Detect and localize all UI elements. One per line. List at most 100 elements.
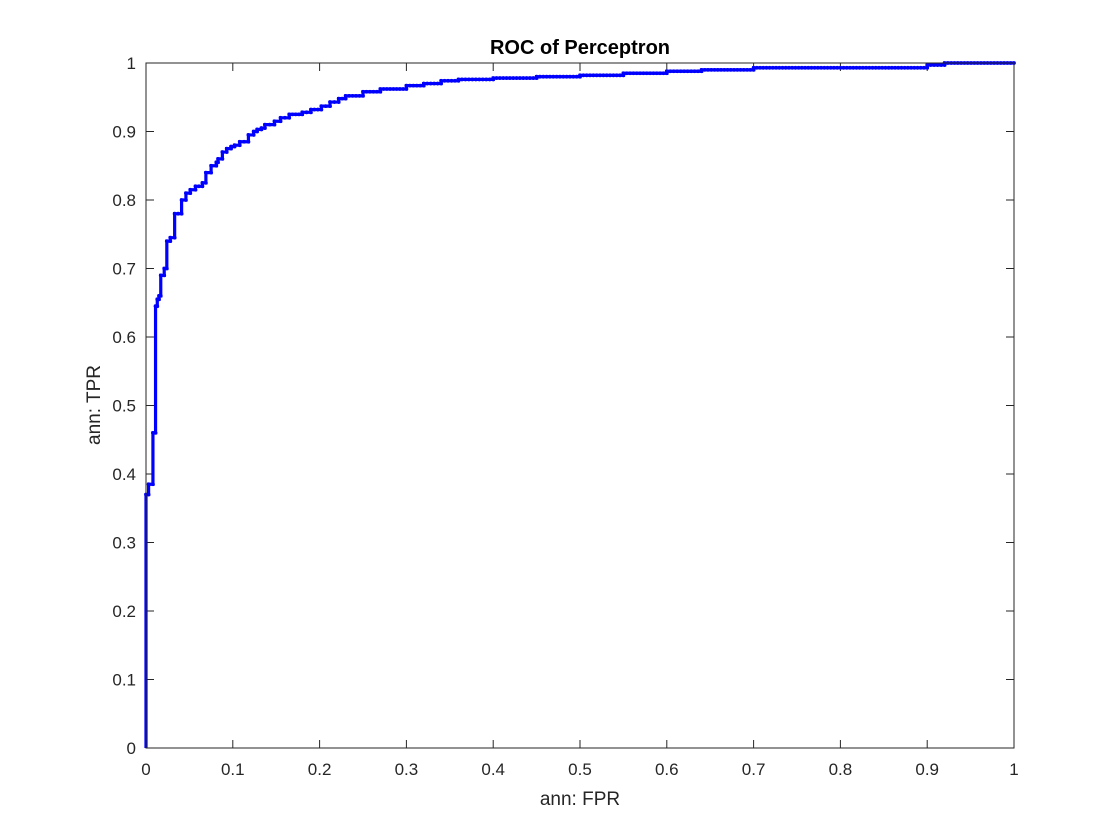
roc-point: [851, 65, 856, 70]
roc-point: [932, 63, 937, 67]
roc-point: [336, 100, 341, 104]
roc-point: [397, 87, 402, 91]
roc-point: [521, 76, 526, 80]
roc-point: [877, 65, 881, 70]
roc-point: [594, 73, 599, 78]
roc-point: [511, 76, 516, 80]
roc-point: [841, 65, 846, 70]
roc-point: [854, 65, 859, 70]
roc-point: [449, 78, 454, 83]
roc-point: [232, 143, 237, 148]
roc-point: [574, 74, 579, 79]
roc-point: [838, 65, 843, 70]
y-tick-label: 0: [127, 739, 136, 758]
roc-point: [719, 67, 723, 72]
roc-point: [548, 74, 552, 79]
x-tick-label: 0.7: [742, 760, 766, 779]
x-tick-label: 0.3: [395, 760, 419, 779]
roc-point: [518, 76, 522, 80]
roc-point: [783, 65, 788, 70]
y-tick-label: 0.6: [112, 328, 136, 347]
roc-point: [442, 78, 447, 83]
roc-point: [571, 74, 576, 79]
roc-point: [328, 100, 332, 104]
roc-point: [237, 143, 242, 148]
roc-point: [581, 73, 586, 78]
roc-point: [728, 67, 733, 72]
roc-point: [651, 71, 656, 76]
roc-point: [668, 69, 673, 74]
roc-point: [179, 198, 184, 202]
roc-point: [246, 139, 251, 144]
roc-point: [315, 107, 320, 112]
roc-point: [184, 198, 188, 202]
roc-point: [439, 81, 444, 86]
roc-point: [541, 74, 546, 79]
roc-point: [883, 65, 888, 70]
roc-point: [354, 93, 358, 98]
roc-point: [828, 65, 833, 70]
roc-point: [761, 65, 766, 70]
roc-point: [922, 65, 926, 70]
roc-point: [343, 93, 348, 98]
roc-point: [764, 65, 769, 70]
roc-point: [504, 76, 509, 80]
roc-point: [200, 180, 205, 185]
y-tick-label: 1: [127, 54, 136, 73]
roc-point: [246, 133, 251, 137]
roc-point: [439, 78, 444, 83]
roc-point: [614, 73, 619, 78]
y-tick-label: 0.7: [112, 260, 136, 279]
roc-point: [188, 191, 193, 196]
roc-point: [350, 93, 355, 98]
roc-point: [902, 65, 907, 70]
roc-point: [722, 67, 727, 72]
roc-point: [361, 93, 365, 98]
roc-point: [272, 122, 277, 127]
x-tick-label: 0.5: [568, 760, 592, 779]
roc-point: [799, 65, 804, 70]
roc-point: [407, 83, 412, 88]
roc-point: [803, 65, 807, 70]
roc-point: [378, 89, 383, 94]
roc-point: [725, 67, 730, 72]
x-tick-label: 0.8: [829, 760, 853, 779]
roc-point: [692, 69, 697, 74]
roc-point: [899, 65, 904, 70]
roc-point: [648, 71, 653, 76]
y-tick-label: 0.1: [112, 671, 136, 690]
roc-point: [844, 65, 849, 70]
roc-point: [176, 211, 181, 216]
roc-point: [598, 73, 602, 78]
roc-point: [463, 77, 468, 82]
roc-point: [361, 89, 365, 94]
roc-point: [491, 76, 496, 80]
roc-point: [364, 89, 369, 94]
chart-title: ROC of Perceptron: [490, 37, 670, 59]
roc-point: [494, 76, 499, 80]
roc-point: [618, 73, 622, 78]
roc-point: [822, 65, 827, 70]
x-tick-label: 0.4: [481, 760, 505, 779]
roc-point: [664, 69, 669, 74]
roc-point: [671, 69, 676, 74]
roc-point: [477, 77, 482, 82]
roc-point: [278, 115, 283, 120]
roc-point: [224, 150, 229, 154]
roc-point: [715, 67, 720, 72]
roc-point: [578, 73, 582, 78]
roc-point: [544, 74, 549, 79]
roc-point: [601, 73, 606, 78]
roc-point: [425, 81, 430, 86]
roc-point: [685, 69, 690, 74]
roc-point: [588, 73, 592, 78]
roc-point: [507, 76, 512, 80]
roc-point: [220, 150, 225, 154]
roc-point: [193, 187, 198, 192]
tick-labels: 0 0.1 0.2 0.3 0.4 0.5 0.6 0.7 0.8 0.9 1 0 0.1 0.2 0.3 0…: [112, 54, 1018, 779]
roc-point: [432, 81, 437, 86]
roc-point: [758, 65, 762, 70]
roc-point: [328, 104, 332, 109]
roc-point: [473, 77, 478, 82]
roc-point: [263, 122, 267, 127]
